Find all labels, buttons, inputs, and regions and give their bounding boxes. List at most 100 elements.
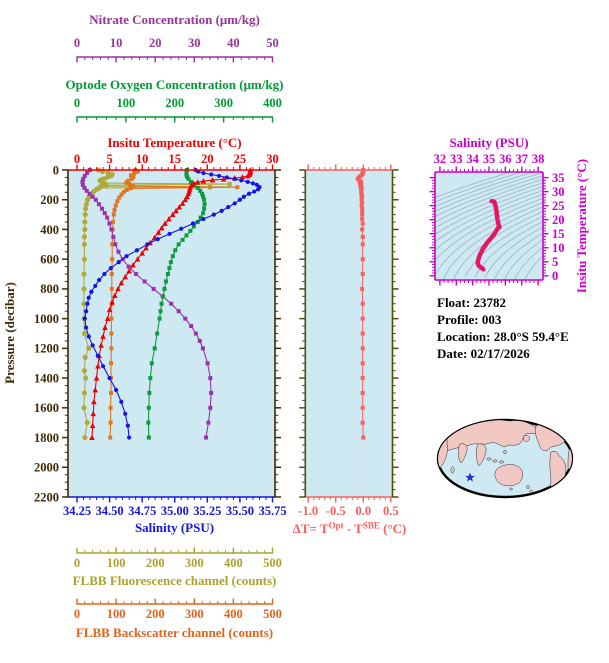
svg-text:-0.5: -0.5 [326,504,346,518]
backscatter-axis-title: FLBB Backscatter channel (counts) [76,625,273,640]
svg-text:20: 20 [201,152,214,166]
svg-text:25: 25 [234,152,247,166]
nitrate-axis-title: Nitrate Concentration (μm/kg) [89,12,260,27]
svg-text:1000: 1000 [34,312,59,326]
map-new-zealand-north [526,485,530,489]
svg-text:0.5: 0.5 [383,504,399,518]
svg-text:0: 0 [74,152,80,166]
svg-text:30: 30 [266,152,279,166]
svg-text:0: 0 [74,96,80,110]
svg-text:300: 300 [214,96,233,110]
fluorescence-profile-curve [81,167,233,441]
svg-text:20: 20 [552,213,565,227]
map-tasmania [509,487,513,491]
svg-text:100: 100 [107,556,126,570]
oxygen-profile-curve [146,168,207,440]
svg-text:400: 400 [263,96,282,110]
svg-text:100: 100 [107,607,126,621]
svg-text:5: 5 [106,152,112,166]
svg-text:36: 36 [499,152,512,166]
svg-text:50: 50 [266,36,279,50]
oxygen-axis-title: Optode Oxygen Concentration (μm/kg) [66,77,284,92]
svg-text:34.25: 34.25 [63,504,91,518]
svg-text:500: 500 [263,556,282,570]
map-indonesia-3 [499,460,504,464]
svg-text:800: 800 [40,282,59,296]
svg-text:15: 15 [169,152,182,166]
ts-density-contours [435,172,543,280]
date-line: Date: 02/17/2026 [437,346,530,361]
svg-text:30: 30 [552,185,565,199]
map-australia [494,464,523,487]
svg-text:35.50: 35.50 [226,504,254,518]
svg-text:20: 20 [149,36,162,50]
svg-text:-1.0: -1.0 [298,504,318,518]
svg-text:200: 200 [146,556,165,570]
svg-text:10: 10 [136,152,149,166]
svg-text:0: 0 [74,607,80,621]
svg-text:0: 0 [74,556,80,570]
svg-text:10: 10 [110,36,123,50]
svg-text:1600: 1600 [34,401,59,415]
svg-text:400: 400 [224,607,243,621]
svg-text:600: 600 [40,252,59,266]
svg-text:500: 500 [263,607,282,621]
svg-text:100: 100 [117,96,136,110]
svg-text:200: 200 [40,193,59,207]
svg-text:35.75: 35.75 [258,504,286,518]
svg-text:38: 38 [532,152,545,166]
ts-salinity-axis-title: Salinity (PSU) [449,135,528,150]
delta-t-axis-title: ΔT= TOpt - TSBE (°C) [293,521,407,537]
svg-text:0: 0 [552,269,558,283]
float-id-line: Float: 23782 [437,295,506,310]
svg-text:0.0: 0.0 [355,504,371,518]
svg-text:1800: 1800 [34,431,59,445]
svg-text:400: 400 [40,223,59,237]
salinity-axis-title: Salinity (PSU) [135,520,214,535]
svg-text:35: 35 [552,171,565,185]
svg-text:30: 30 [188,36,201,50]
ts-curve [475,198,502,272]
svg-text:35: 35 [483,152,496,166]
temperature-axis-title: Insitu Temperature (°C) [107,135,241,150]
svg-text:33: 33 [450,152,463,166]
svg-text:1200: 1200 [34,342,59,356]
svg-text:200: 200 [146,607,165,621]
profile-number-line: Profile: 003 [437,312,502,327]
svg-text:200: 200 [165,96,184,110]
map-indonesia-2 [492,459,498,463]
map-indonesia-1 [486,457,492,461]
delta-t-curve [355,168,366,440]
float-info-block: Float: 23782 Profile: 003 Location: 28.0… [437,295,569,361]
svg-text:0: 0 [74,36,80,50]
svg-text:35.25: 35.25 [193,504,221,518]
profile-curves [80,167,262,441]
location-line: Location: 28.0°S 59.4°E [437,329,569,344]
map-new-zealand-south [529,489,533,494]
svg-text:15: 15 [552,227,565,241]
map-japan [523,435,530,442]
svg-text:34.50: 34.50 [96,504,124,518]
svg-text:35.00: 35.00 [161,504,189,518]
svg-text:1400: 1400 [34,371,59,385]
location-star-icon [465,472,475,482]
map-philippines [503,449,507,455]
svg-text:40: 40 [227,36,240,50]
map-india [457,443,468,464]
svg-text:5: 5 [552,255,558,269]
svg-text:10: 10 [552,241,565,255]
svg-text:0: 0 [53,163,59,177]
svg-text:2000: 2000 [34,461,59,475]
map-madagascar [450,466,455,474]
svg-text:32: 32 [434,152,447,166]
svg-text:37: 37 [515,152,528,166]
svg-text:300: 300 [185,607,204,621]
temperature-profile-curve [89,167,254,440]
pressure-axis-title: Pressure (decibar) [2,282,17,384]
svg-text:2200: 2200 [34,490,59,504]
ts-temperature-axis-title: Insitu Temperature (°C) [574,159,589,293]
map-indochina [475,443,487,467]
